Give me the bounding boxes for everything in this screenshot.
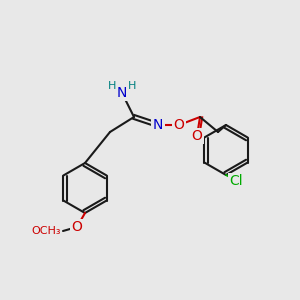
Text: O: O	[174, 118, 184, 132]
Text: H: H	[108, 81, 116, 91]
Text: H: H	[128, 81, 136, 91]
Text: N: N	[153, 118, 163, 132]
Text: Cl: Cl	[229, 174, 243, 188]
Text: O: O	[192, 129, 203, 143]
Text: N: N	[117, 86, 127, 100]
Text: OCH₃: OCH₃	[32, 226, 61, 236]
Text: O: O	[72, 220, 83, 234]
